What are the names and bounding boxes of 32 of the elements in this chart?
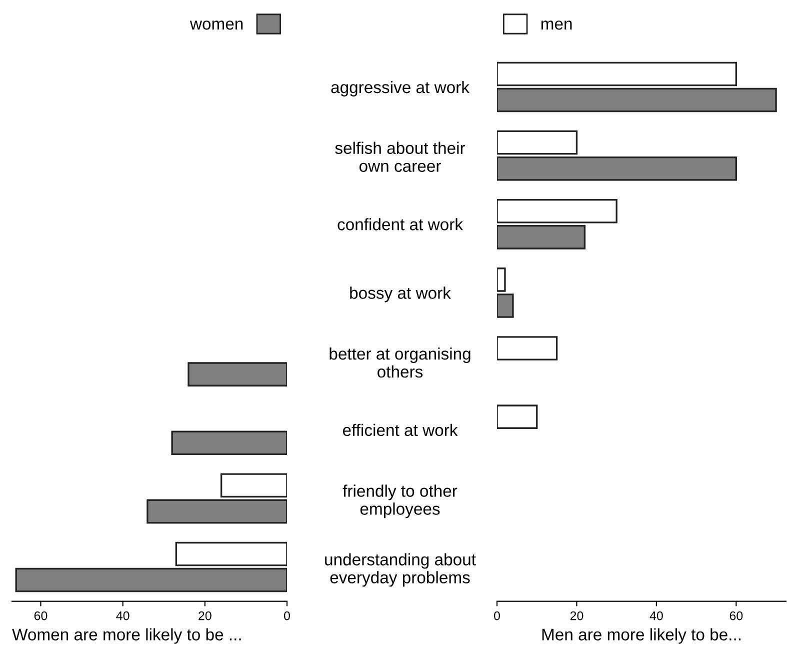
x-tick-label: 20 — [198, 611, 212, 620]
x-tick-label: 60 — [34, 611, 48, 620]
bar — [497, 336, 558, 360]
x-tick-label: 40 — [650, 611, 663, 620]
x-tick-label: 20 — [570, 611, 584, 620]
bar — [171, 430, 287, 456]
bar — [15, 568, 287, 592]
bar — [497, 156, 738, 181]
x-tick-label: 40 — [116, 611, 130, 620]
bar — [497, 404, 538, 429]
bar — [188, 362, 287, 386]
y-tick-label: efficient at work — [342, 424, 458, 436]
bar — [497, 88, 777, 112]
x-tick-label: 60 — [730, 611, 743, 620]
x-axis-title: Women are more likely to be ... — [12, 628, 241, 644]
series-label: men — [541, 20, 572, 30]
x-tick-label: 0 — [494, 611, 500, 620]
y-tick-label: confident at work — [338, 218, 464, 230]
y-tick-label: aggressive at work — [331, 80, 470, 96]
y-tick-label: bossy at work — [350, 286, 451, 302]
y-tick-label: selfish about their own career — [335, 142, 466, 172]
bar — [497, 130, 578, 155]
bar — [497, 62, 738, 86]
y-tick-label: better at organising others — [330, 347, 470, 378]
x-tick-label: 0 — [284, 611, 290, 620]
bar — [146, 499, 287, 524]
legend-label: women — [190, 20, 243, 30]
bar — [220, 473, 287, 498]
bar — [175, 542, 287, 566]
y-tick-label: understanding about everyday problems — [325, 553, 476, 587]
y-tick-label: friendly to other employees — [342, 484, 458, 518]
x-axis-title: Men are more likely to be... — [542, 628, 740, 644]
